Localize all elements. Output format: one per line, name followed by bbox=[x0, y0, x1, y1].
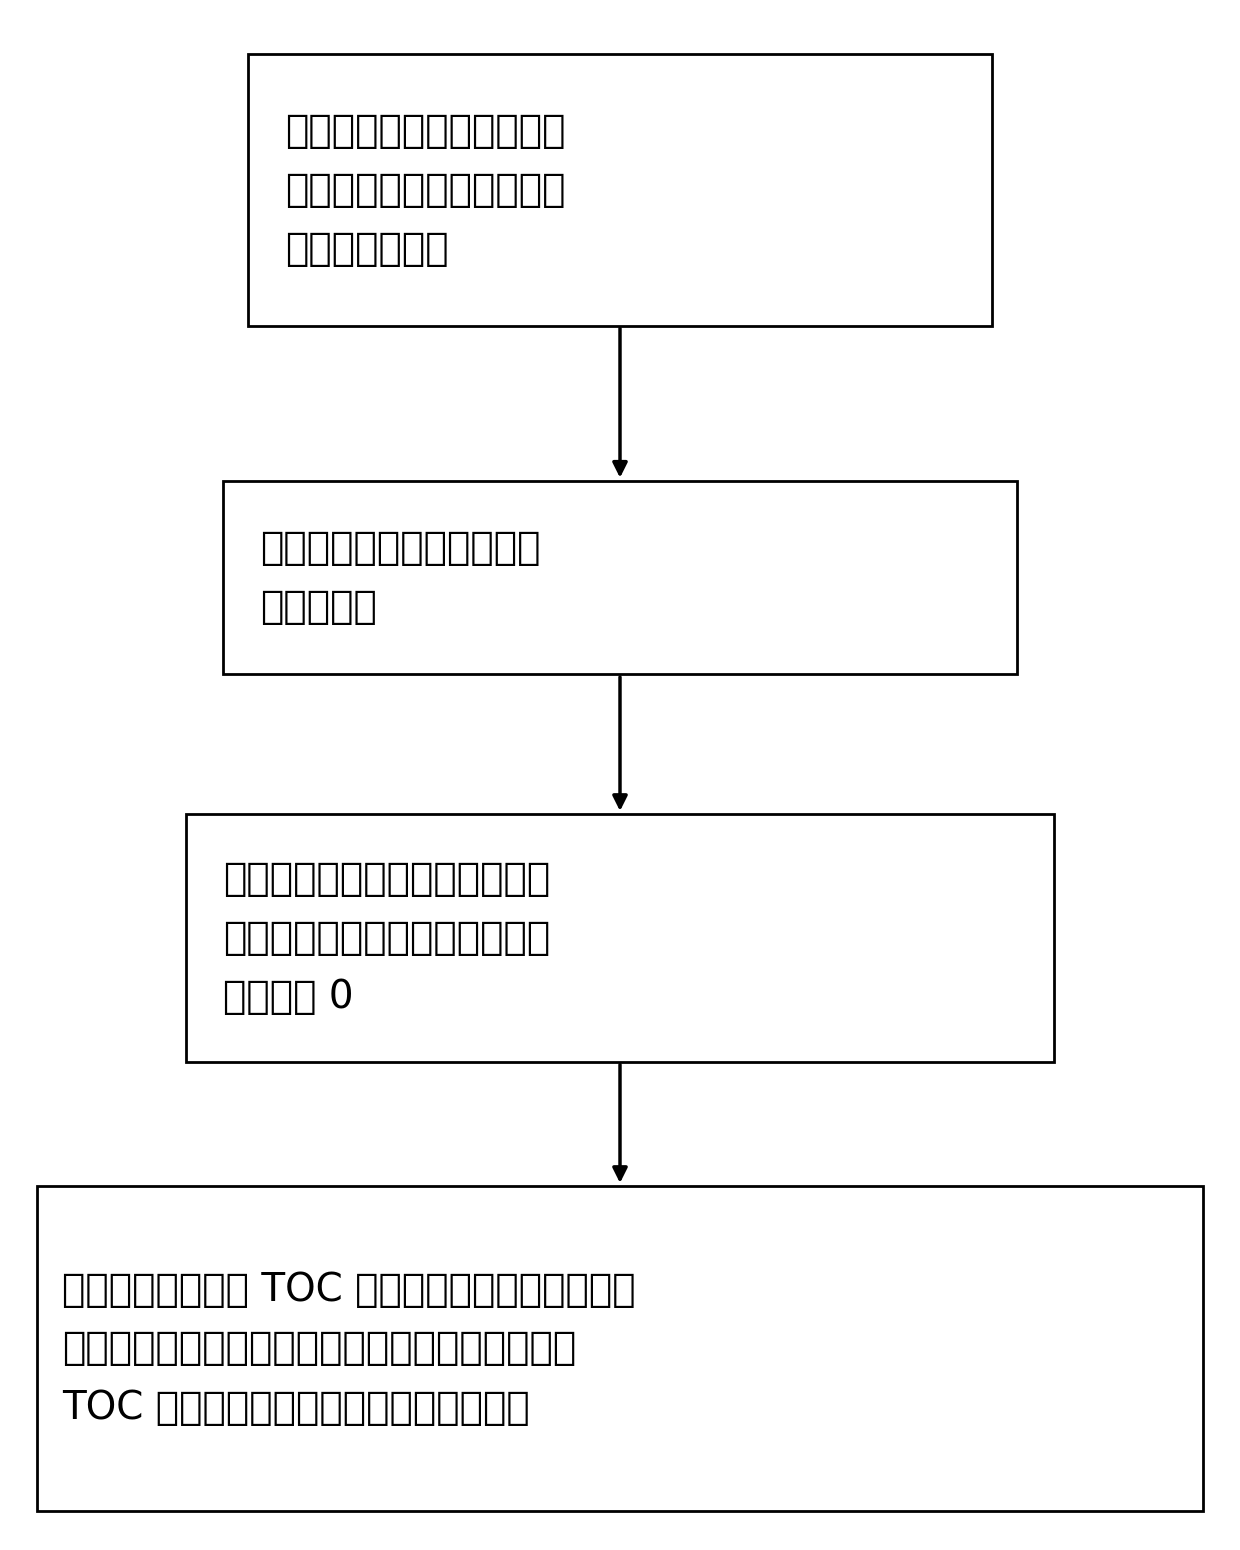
Text: 测定水体的三维荧光光谱，
获取紫外到可见光波段的三
维荧光光谱数据: 测定水体的三维荧光光谱， 获取紫外到可见光波段的三 维荧光光谱数据 bbox=[285, 112, 565, 268]
FancyBboxPatch shape bbox=[37, 1186, 1203, 1511]
Text: 对三维荧光光谱进行二次全微分
处理；并将二次全微分处理后的
正值变为 0: 对三维荧光光谱进行二次全微分 处理；并将二次全微分处理后的 正值变为 0 bbox=[223, 860, 551, 1015]
Text: 去除三维荧光光谱的拉曼和
瑞丽散射峰: 去除三维荧光光谱的拉曼和 瑞丽散射峰 bbox=[260, 529, 541, 626]
Text: 将溶解性有机物的 TOC 值和荧光光谱的二次全微分
值进行相关分析，获取不同特性的溶解性有机物的
TOC 浓度和荧光光谱最高峰值的相关关系: 将溶解性有机物的 TOC 值和荧光光谱的二次全微分 值进行相关分析，获取不同特性… bbox=[62, 1271, 636, 1426]
FancyBboxPatch shape bbox=[223, 480, 1017, 674]
FancyBboxPatch shape bbox=[186, 814, 1054, 1062]
FancyBboxPatch shape bbox=[248, 54, 992, 326]
